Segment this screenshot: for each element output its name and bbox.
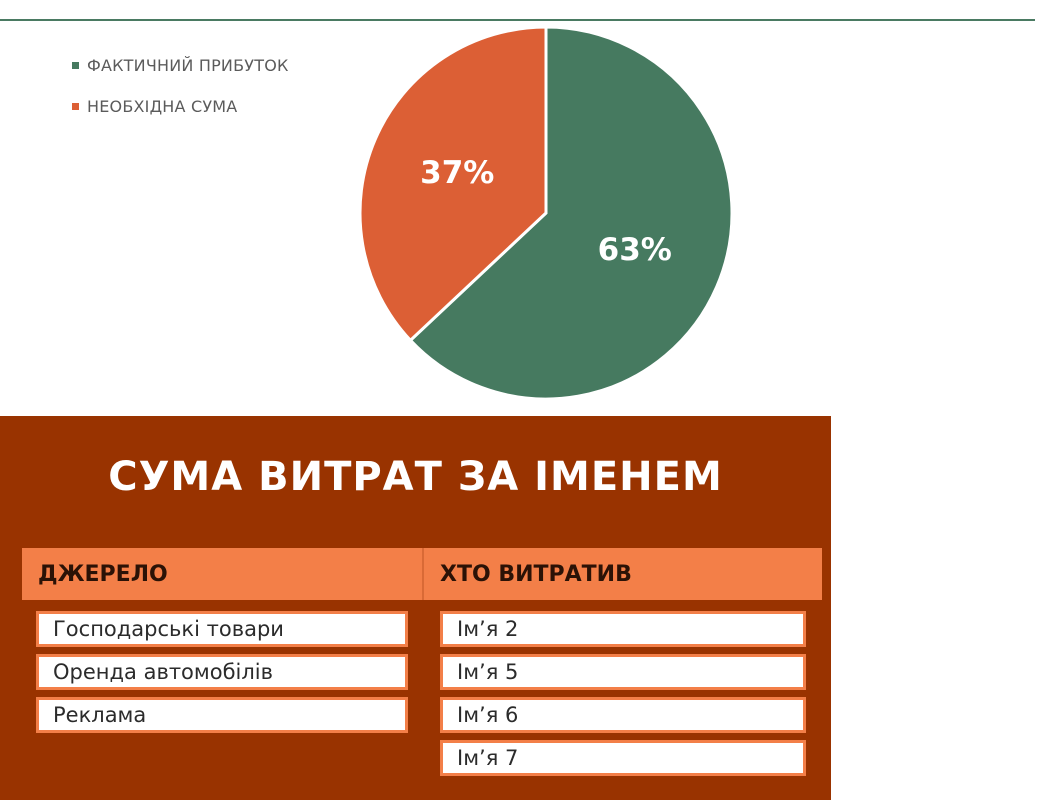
source-cell: Реклама <box>36 697 408 733</box>
source-column: Господарські товари Оренда автомобілів Р… <box>36 611 408 740</box>
legend-label-actual: ФАКТИЧНИЙ ПРИБУТОК <box>87 55 289 75</box>
top-rule <box>0 19 1035 21</box>
who-cell: Ім’я 2 <box>440 611 806 647</box>
source-cell: Господарські товари <box>36 611 408 647</box>
table-header: ДЖЕРЕЛО ХТО ВИТРАТИВ <box>22 548 822 600</box>
pie-slice-1 <box>358 28 548 343</box>
legend-item-actual: ФАКТИЧНИЙ ПРИБУТОК <box>72 52 289 78</box>
pie-label-1: 37% <box>420 155 494 191</box>
who-cell: Ім’я 6 <box>440 697 806 733</box>
who-cell: Ім’я 5 <box>440 654 806 690</box>
who-column: Ім’я 2 Ім’я 5 Ім’я 6 Ім’я 7 <box>440 611 806 783</box>
who-cell: Ім’я 7 <box>440 740 806 776</box>
header-who: ХТО ВИТРАТИВ <box>424 548 822 600</box>
pie-chart: 63% 37% <box>358 28 734 401</box>
header-source: ДЖЕРЕЛО <box>22 548 424 600</box>
legend-swatch-required <box>72 102 79 110</box>
chart-legend: ФАКТИЧНИЙ ПРИБУТОК НЕОБХІДНА СУМА <box>72 52 289 134</box>
legend-item-required: НЕОБХІДНА СУМА <box>72 93 289 119</box>
pie-slice-0 <box>408 28 734 401</box>
legend-label-required: НЕОБХІДНА СУМА <box>87 96 238 116</box>
legend-swatch-actual <box>72 61 79 69</box>
source-cell: Оренда автомобілів <box>36 654 408 690</box>
expenses-panel: СУМА ВИТРАТ ЗА ІМЕНЕМ ДЖЕРЕЛО ХТО ВИТРАТ… <box>0 416 831 800</box>
panel-title: СУМА ВИТРАТ ЗА ІМЕНЕМ <box>108 454 723 500</box>
pie-label-0: 63% <box>598 232 672 268</box>
